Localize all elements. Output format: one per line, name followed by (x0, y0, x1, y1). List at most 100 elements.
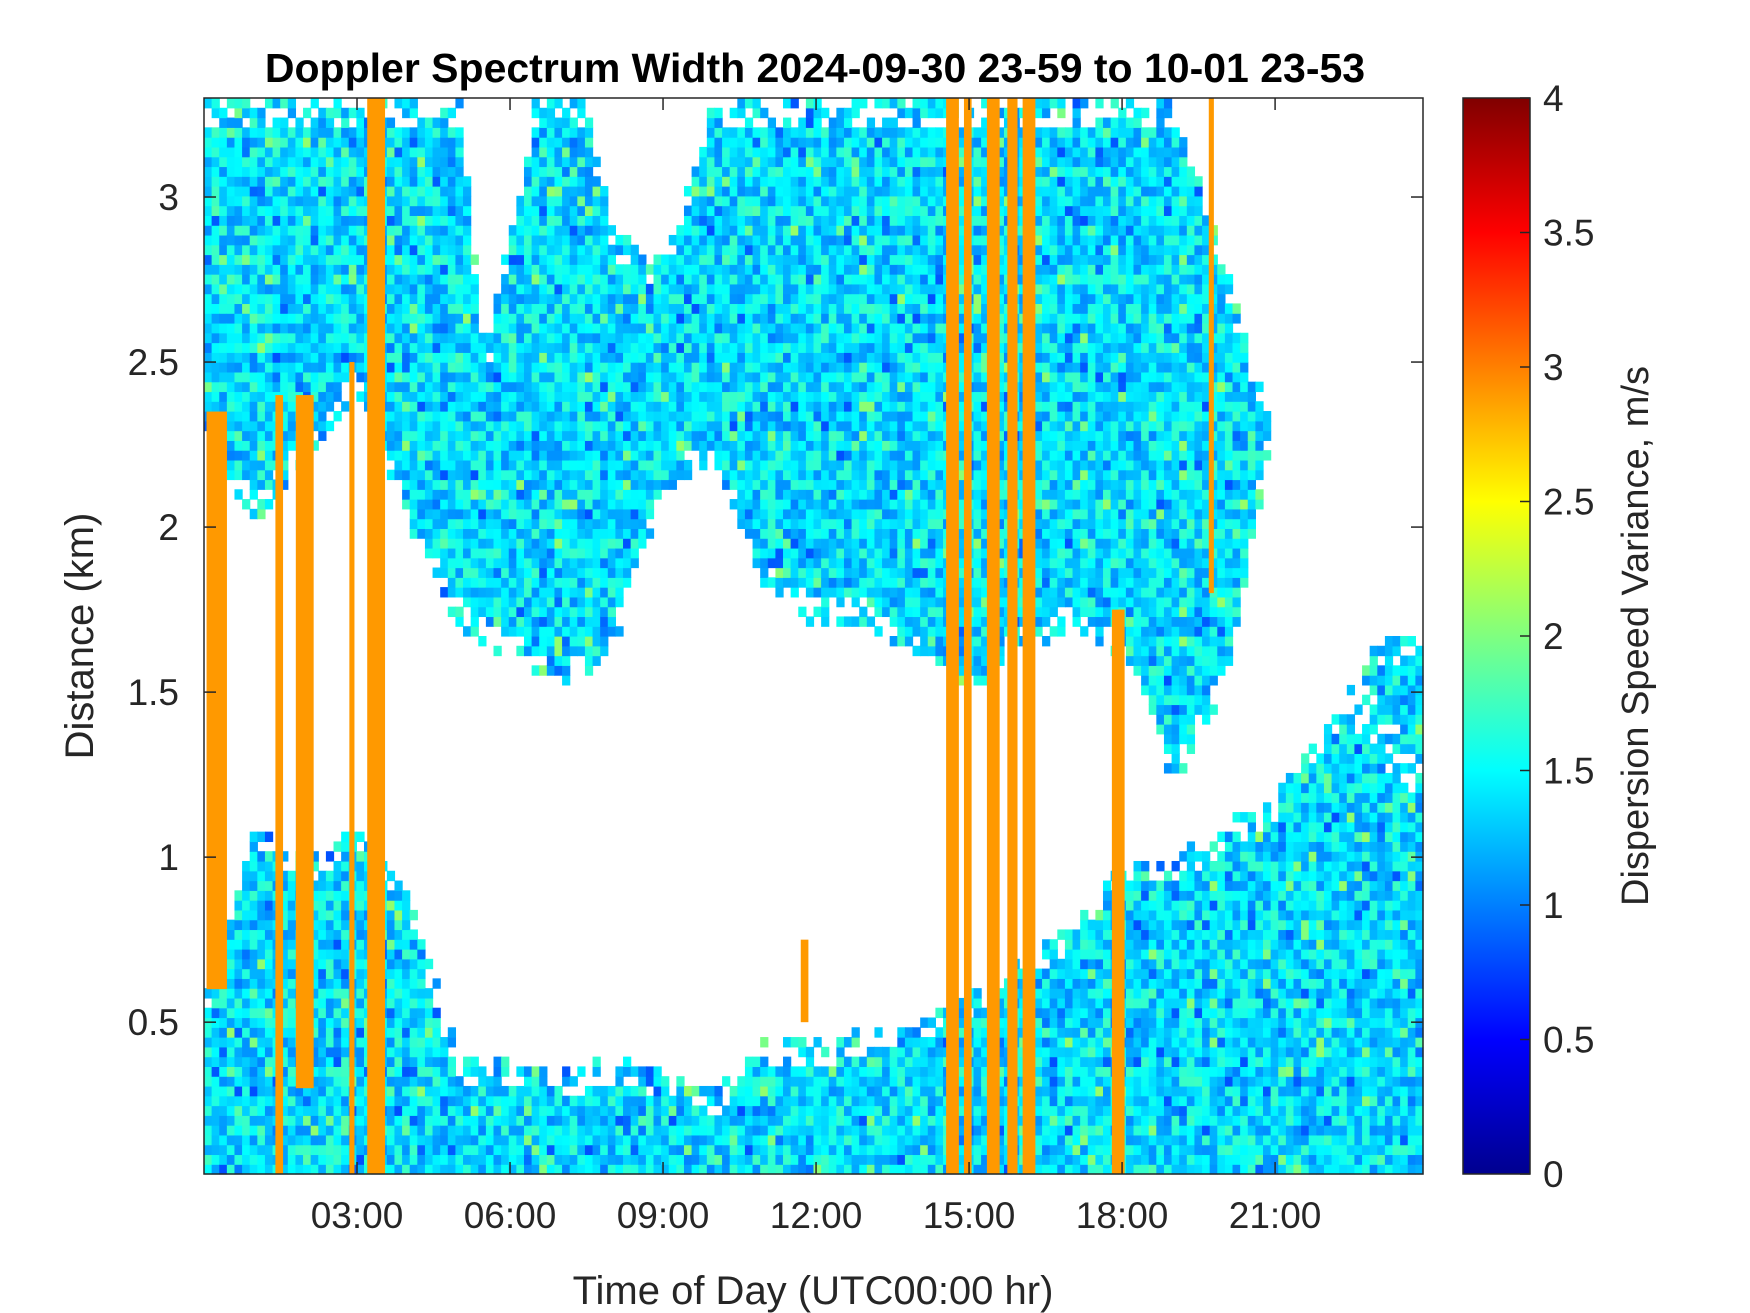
heatmap-cell (539, 479, 548, 490)
heatmap-cell (546, 98, 556, 109)
heatmap-cell (767, 205, 777, 216)
heatmap-cell (447, 489, 457, 500)
heatmap-cell (752, 420, 761, 432)
heatmap-cell (760, 391, 769, 402)
heatmap-cell (493, 567, 502, 578)
heatmap-cell (463, 1125, 472, 1136)
heatmap-cell (333, 127, 342, 138)
heatmap-cell (805, 391, 815, 402)
heatmap-cell (523, 166, 533, 177)
heatmap-cell (714, 166, 723, 177)
heatmap-cell (737, 430, 746, 441)
heatmap-cell (584, 469, 594, 481)
heatmap-cell (424, 1105, 434, 1116)
heatmap-cell (600, 596, 609, 608)
heatmap-cell (683, 1115, 693, 1126)
heatmap-cell (699, 459, 708, 471)
heatmap-cell (219, 1037, 228, 1048)
heatmap-cell (546, 166, 556, 177)
heatmap-cell (424, 254, 434, 265)
heatmap-cell (463, 479, 472, 490)
heatmap-cell (325, 283, 335, 295)
heatmap-cell (417, 381, 426, 393)
heatmap-cell (577, 528, 586, 539)
heatmap-cell (828, 215, 837, 226)
heatmap-cell (546, 528, 556, 539)
heatmap-cell (805, 146, 815, 158)
heatmap-cell (325, 949, 335, 960)
heatmap-cell (409, 1164, 418, 1175)
heatmap-cell (790, 1144, 799, 1156)
heatmap-cell (615, 489, 624, 500)
heatmap-cell (775, 1066, 784, 1077)
heatmap-cell (249, 1144, 258, 1156)
heatmap-cell (836, 596, 845, 608)
heatmap-cell (356, 880, 365, 891)
heatmap-cell (287, 391, 297, 402)
heatmap-cell (645, 332, 655, 344)
heatmap-cell (333, 939, 342, 950)
heatmap-cell (775, 450, 784, 461)
heatmap-cell (554, 528, 563, 539)
heatmap-cell (242, 949, 251, 960)
heatmap-cell (554, 518, 563, 529)
heatmap-cell (394, 880, 403, 891)
heatmap-cell (584, 362, 594, 373)
heatmap-cell (744, 254, 754, 265)
heatmap-cell (676, 332, 685, 344)
heatmap-cell (760, 332, 769, 344)
heatmap-cell (341, 146, 350, 158)
heatmap-cell (303, 1134, 312, 1146)
heatmap-cell (264, 283, 274, 295)
heatmap-cell (402, 166, 411, 177)
heatmap-cell (402, 949, 411, 960)
heatmap-cell (318, 1125, 327, 1136)
heatmap-cell (798, 283, 807, 295)
heatmap-cell (417, 1125, 426, 1136)
heatmap-cell (577, 293, 586, 305)
heatmap-cell (562, 225, 571, 236)
heatmap-cell (493, 547, 502, 559)
heatmap-cell (531, 313, 540, 324)
heatmap-cell (417, 459, 426, 471)
heatmap-cell (744, 225, 754, 236)
heatmap-cell (729, 401, 738, 412)
heatmap-cell (318, 195, 327, 207)
heatmap-cell (729, 391, 738, 402)
heatmap-cell (402, 958, 411, 970)
heatmap-cell (287, 401, 297, 412)
heatmap-cell (714, 127, 723, 138)
heatmap-cell (523, 332, 533, 344)
heatmap-cell (523, 1125, 533, 1136)
heatmap-cell (303, 186, 312, 197)
heatmap-cell (257, 264, 266, 275)
heatmap-cell (851, 401, 860, 412)
heatmap-cell (798, 1046, 807, 1058)
heatmap-cell (348, 225, 357, 236)
heatmap-cell (508, 411, 517, 422)
heatmap-cell (310, 900, 319, 911)
heatmap-cell (272, 127, 281, 138)
heatmap-cell (242, 293, 251, 305)
heatmap-cell (264, 1164, 274, 1175)
heatmap-cell (722, 244, 731, 256)
heatmap-cell (211, 244, 220, 256)
heatmap-cell (531, 362, 540, 373)
heatmap-cell (447, 1027, 457, 1038)
heatmap-cell (508, 1105, 517, 1116)
heatmap-cell (333, 176, 342, 187)
heatmap-cell (249, 1095, 258, 1107)
heatmap-cell (280, 1007, 289, 1019)
heatmap-cell (607, 626, 617, 637)
heatmap-cell (638, 518, 647, 529)
heatmap-cell (775, 205, 784, 216)
heatmap-cell (409, 1037, 418, 1048)
heatmap-cell (554, 362, 563, 373)
heatmap-cell (821, 234, 830, 246)
heatmap-cell (668, 1144, 677, 1156)
heatmap-cell (280, 127, 289, 138)
heatmap-cell (531, 98, 540, 109)
heatmap-cell (485, 499, 495, 510)
heatmap-cell (630, 1125, 639, 1136)
heatmap-cell (272, 283, 281, 295)
